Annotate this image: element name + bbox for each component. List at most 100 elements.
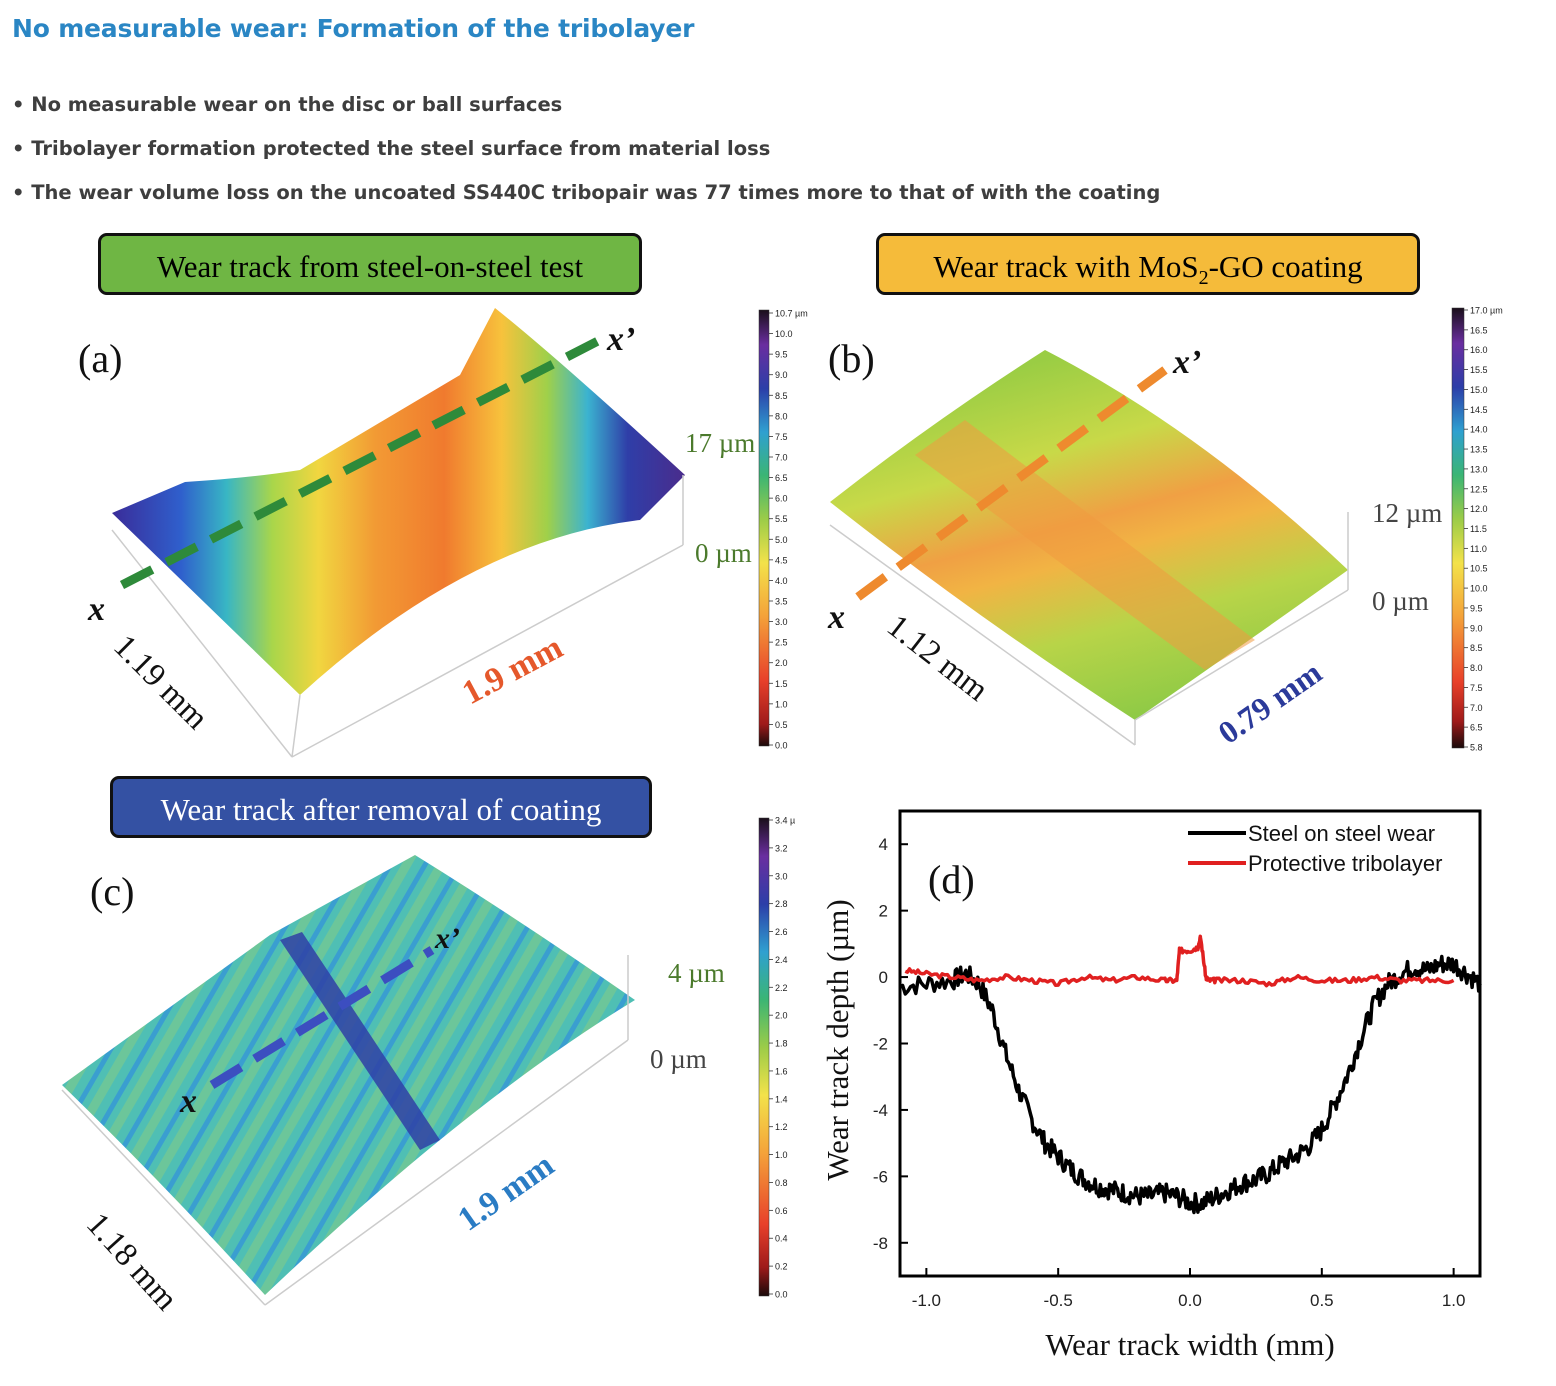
- panel-b-colorbar-tick-label: 14.5: [1470, 405, 1488, 415]
- panel-c-x-label: x: [179, 1083, 197, 1120]
- panel-b-tribolayer-band: [915, 420, 1255, 670]
- panel-b-colorbar-tick-label: 8.0: [1470, 663, 1483, 673]
- panel-a-colorbar-tick-label: 4.5: [775, 555, 788, 565]
- panel-a-xx-line: [119, 335, 603, 590]
- panel-a-z-top: 17 µm: [685, 428, 755, 458]
- chart-ylabel: Wear track depth (µm): [820, 899, 855, 1180]
- panel-a-colorbar-tick-label: 6.5: [775, 473, 788, 483]
- panel-c-dim2: 1.9 mm: [451, 1146, 560, 1238]
- panel-c-colorbar-tick-label: 0.6: [775, 1206, 788, 1216]
- panel-c-colorbar-tick-label: 2.8: [775, 899, 788, 909]
- panel-b-z-bottom: 0 µm: [1372, 586, 1429, 616]
- panel-b-colorbar-tick-label: 7.0: [1470, 703, 1483, 713]
- panel-a-colorbar-tick-label: 2.0: [775, 658, 788, 668]
- panel-c-colorbar-tick-label: 1.0: [775, 1150, 788, 1160]
- y-tick-label: 4: [879, 835, 888, 854]
- panel-b-label-text-post: -GO coating: [1208, 249, 1363, 284]
- panel-b-colorbar-tick-label: 9.5: [1470, 603, 1483, 613]
- panel-d-letter: (d): [928, 857, 975, 902]
- panel-b-colorbar-tick-label: 11.0: [1470, 544, 1487, 554]
- y-tick-label: -2: [873, 1035, 888, 1054]
- panel-b-colorbar-tick-label: 12.5: [1470, 484, 1488, 494]
- panel-b-colorbar-tick-label: 14.0: [1470, 425, 1488, 435]
- panel-b-dim2: 0.79 mm: [1211, 654, 1328, 751]
- bullet-3: • The wear volume loss on the uncoated S…: [12, 181, 1161, 204]
- panel-a-colorbar-tick-label: 6.0: [775, 494, 788, 504]
- panel-a-dim1: 1.19 mm: [106, 628, 215, 737]
- panel-c-colorbar-tick-label: 0.0: [775, 1290, 788, 1300]
- panel-c-colorbar-tick-label: 1.4: [775, 1094, 788, 1104]
- panel-a-x-label: x: [87, 591, 105, 628]
- panel-c-colorbar-tick-label: 0.2: [775, 1262, 788, 1272]
- panel-a-colorbar-ramp: [758, 309, 770, 747]
- panel-d-line-chart: 4 2 0 -2 -4 -6 -8 -1.0 -0.5 0.0 0.5 1.0 (d) Steel …: [820, 809, 1482, 1362]
- panel-c-colorbar-ramp: [758, 817, 770, 1297]
- legend-label-steel: Steel on steel wear: [1248, 821, 1435, 846]
- panel-b-colorbar-tick-label: 16.0: [1470, 345, 1488, 355]
- panel-b-colorbar-tick-label: 10.0: [1470, 584, 1488, 594]
- panel-c-colorbar-tick-label: 2.6: [775, 927, 788, 937]
- panel-c-colorbar-tick-label: 2.4: [775, 955, 788, 965]
- panel-a-colorbar-tick-label: 0.0: [775, 741, 788, 751]
- x-tick-label: -1.0: [912, 1291, 941, 1310]
- panel-b-xx-line: [855, 366, 1168, 601]
- panel-a-colorbar-tick-label: 8.5: [775, 391, 788, 401]
- legend-label-tribolayer: Protective tribolayer: [1248, 851, 1442, 876]
- panel-a-surface: [112, 308, 685, 695]
- x-tick-label: 0.5: [1310, 1291, 1334, 1310]
- panel-a-colorbar-tick-label: 3.0: [775, 617, 788, 627]
- panel-c-colorbar-tick-label: 3.4 µ: [775, 816, 795, 826]
- panel-c-colorbar-tick-label: 2.0: [775, 1011, 788, 1021]
- panel-b-colorbar-tick-label: 15.0: [1470, 385, 1488, 395]
- panel-b-colorbar-tick-label: 7.5: [1470, 683, 1483, 693]
- panel-b-colorbar-tick-label: 6.5: [1470, 723, 1483, 733]
- panel-c-xx-line: [209, 946, 435, 1089]
- series-protective-tribolayer: [904, 934, 1455, 988]
- panel-c-axis-lines: [61, 955, 629, 1306]
- x-tick-label: 0.0: [1178, 1291, 1202, 1310]
- panel-b-colorbar-tick-label: 12.0: [1470, 504, 1488, 514]
- panel-b-colorbar-tick-label: 13.0: [1470, 464, 1488, 474]
- y-tick-label: -8: [873, 1234, 888, 1253]
- panel-c-letter: (c): [90, 869, 134, 914]
- panel-b-colorbar-tick-label: 11.5: [1470, 524, 1487, 534]
- panel-b-colorbar-ramp: [1451, 307, 1465, 749]
- panel-a-colorbar-tick-label: 3.5: [775, 597, 788, 607]
- panel-a-axis-lines: [111, 475, 684, 758]
- panel-a-colorbar-tick-label: 0.5: [775, 720, 788, 730]
- panel-a-xp-label: x’: [606, 321, 635, 358]
- bullet-1: • No measurable wear on the disc or ball…: [12, 93, 563, 116]
- panel-b-colorbar-tick-label: 9.0: [1470, 623, 1483, 633]
- panel-c-colorbar-tick-label: 1.6: [775, 1066, 788, 1076]
- panel-b-colorbar-tick-label: 16.5: [1470, 325, 1488, 335]
- y-tick-label: -6: [873, 1167, 888, 1186]
- panel-b-letter: (b): [828, 336, 875, 381]
- panel-c-dim1: 1.18 mm: [79, 1206, 184, 1318]
- panel-b-z-top: 12 µm: [1372, 498, 1442, 528]
- panel-b-colorbar-tick-label: 8.5: [1470, 643, 1483, 653]
- panel-c-colorbar-tick-label: 3.2: [775, 843, 788, 853]
- panel-c-colorbar-tick-label: 1.8: [775, 1039, 788, 1049]
- panel-a-label-box: Wear track from steel-on-steel test: [98, 233, 642, 295]
- panel-a-dim2: 1.9 mm: [456, 629, 568, 712]
- panel-a-colorbar-tick-label: 1.5: [775, 679, 788, 689]
- chart-xlabel: Wear track width (mm): [1045, 1327, 1334, 1362]
- panel-a-colorbar-tick-label: 1.0: [775, 699, 788, 709]
- panel-a-colorbar-tick-label: 10.0: [775, 329, 793, 339]
- panel-b-dim1: 1.12 mm: [880, 608, 995, 709]
- panel-a-letter: (a): [78, 336, 122, 381]
- panel-b-xp-label: x’: [1172, 344, 1201, 381]
- panel-a-colorbar-tick-label: 7.0: [775, 453, 788, 463]
- panel-c-colorbar-tick-label: 1.2: [775, 1122, 788, 1132]
- panel-b-colorbar: 17.0 µm 16.5 16.0 15.5 15.0 14.5 14.0 13.5 13.0 1…: [1451, 306, 1503, 753]
- panel-b-label-text: Wear track with MoS: [933, 249, 1199, 284]
- x-tick-label: -0.5: [1044, 1291, 1073, 1310]
- y-tick-label: -4: [873, 1101, 888, 1120]
- panel-a-colorbar-tick-label: 4.0: [775, 576, 788, 586]
- panel-a-colorbar: 10.7 µm 10.0 9.5 9.0 8.5 8.0 7.5 7.0 6.5 6.0 5.5 5.…: [758, 309, 808, 751]
- chart-legend: Steel on steel wear Protective tribolaye…: [1188, 821, 1442, 876]
- panel-a-colorbar-tick-label: 10.7 µm: [775, 309, 808, 319]
- panel-a-z-bottom: 0 µm: [695, 538, 752, 568]
- panel-b-colorbar-tick-label: 15.5: [1470, 365, 1488, 375]
- panel-c-surface-plot: (c) x’ x 4 µm 0 µm 1.18 mm 1.9 mm: [61, 855, 725, 1318]
